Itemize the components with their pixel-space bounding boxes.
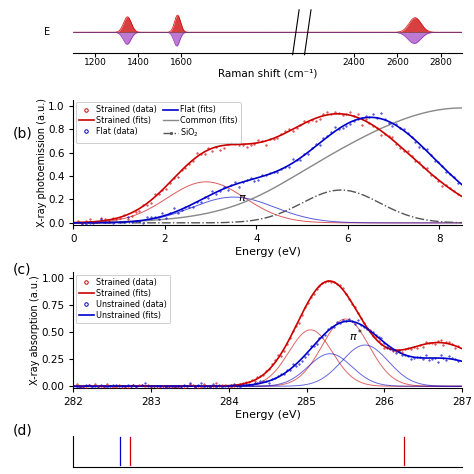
Text: (d): (d) (13, 423, 33, 438)
X-axis label: Energy (eV): Energy (eV) (235, 410, 301, 420)
Y-axis label: X-ray absorption (a.u.): X-ray absorption (a.u.) (30, 275, 40, 385)
Legend: Strained (data), Strained (fits), Flat (data), Flat (fits), Common (fits), SiO$_: Strained (data), Strained (fits), Flat (… (76, 102, 241, 143)
Text: (b): (b) (13, 126, 33, 140)
Text: (c): (c) (13, 263, 32, 277)
Legend: Strained (data), Strained (fits), Unstrained (data), Unstrained (fits): Strained (data), Strained (fits), Unstra… (76, 275, 170, 323)
X-axis label: Raman shift (cm⁻¹): Raman shift (cm⁻¹) (218, 69, 318, 79)
Text: E: E (44, 27, 50, 37)
Text: $\pi$: $\pi$ (238, 192, 247, 202)
Text: $\pi^*$: $\pi^*$ (349, 328, 364, 344)
X-axis label: Energy (eV): Energy (eV) (235, 247, 301, 257)
Y-axis label: X-ray photoemission (a.u.): X-ray photoemission (a.u.) (36, 98, 46, 227)
